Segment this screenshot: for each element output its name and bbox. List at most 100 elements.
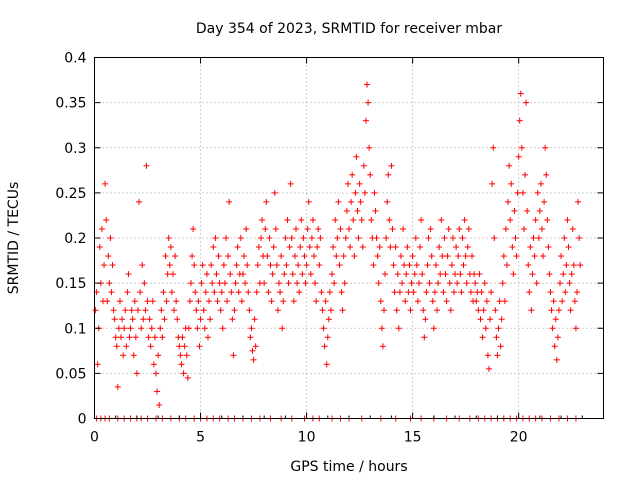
data-point xyxy=(402,298,409,305)
data-point xyxy=(509,244,516,251)
data-point xyxy=(163,298,170,305)
data-point xyxy=(241,253,248,260)
data-point xyxy=(218,289,225,296)
data-point xyxy=(541,198,548,205)
data-point xyxy=(350,216,357,223)
data-point xyxy=(448,262,455,269)
data-point xyxy=(111,316,118,323)
data-point xyxy=(285,280,292,287)
data-point xyxy=(305,198,312,205)
data-point xyxy=(424,262,431,269)
data-point xyxy=(529,271,536,278)
data-point xyxy=(446,280,453,287)
chart-title: Day 354 of 2023, SRMTID for receiver mba… xyxy=(196,21,503,37)
data-point xyxy=(331,280,338,287)
data-point xyxy=(409,253,416,260)
data-point xyxy=(413,262,420,269)
data-point xyxy=(462,253,469,260)
data-point xyxy=(399,280,406,287)
data-point xyxy=(185,325,192,332)
data-point xyxy=(567,307,574,314)
data-point xyxy=(195,298,202,305)
data-point xyxy=(153,370,160,377)
data-point xyxy=(302,280,309,287)
data-point xyxy=(333,253,340,260)
data-point xyxy=(92,307,99,314)
data-point xyxy=(387,244,394,251)
data-point xyxy=(144,298,151,305)
data-point xyxy=(406,262,413,269)
data-point xyxy=(480,307,487,314)
data-point xyxy=(277,289,284,296)
data-point xyxy=(220,262,227,269)
data-point xyxy=(158,307,165,314)
data-point xyxy=(483,298,490,305)
data-point xyxy=(171,307,178,314)
data-point xyxy=(395,325,402,332)
data-point xyxy=(456,225,463,232)
data-point xyxy=(186,298,193,305)
data-point xyxy=(299,271,306,278)
data-point xyxy=(467,289,474,296)
data-point xyxy=(401,262,408,269)
data-point xyxy=(506,162,513,169)
data-point xyxy=(494,352,501,359)
data-point xyxy=(526,289,533,296)
data-point xyxy=(199,262,206,269)
data-point xyxy=(174,316,181,323)
data-point xyxy=(421,334,428,341)
data-point xyxy=(533,280,540,287)
data-point xyxy=(445,225,452,232)
data-point xyxy=(436,244,443,251)
data-point xyxy=(366,144,373,151)
data-point xyxy=(139,262,146,269)
data-point xyxy=(430,325,437,332)
data-point xyxy=(415,280,422,287)
data-point xyxy=(224,298,231,305)
data-point xyxy=(518,144,525,151)
data-point xyxy=(515,153,522,160)
data-point xyxy=(94,361,101,368)
data-point xyxy=(487,316,494,323)
data-point xyxy=(524,207,531,214)
data-point xyxy=(348,198,355,205)
data-point xyxy=(380,307,387,314)
data-point xyxy=(261,280,268,287)
data-point xyxy=(169,271,176,278)
data-point xyxy=(290,298,297,305)
data-point xyxy=(471,271,478,278)
data-point xyxy=(530,235,537,241)
data-point xyxy=(508,180,515,187)
data-point xyxy=(547,289,554,296)
data-point xyxy=(378,325,385,332)
data-point xyxy=(225,253,232,260)
data-point xyxy=(542,144,549,151)
data-point xyxy=(264,253,271,260)
data-point xyxy=(449,235,456,241)
data-point xyxy=(300,235,307,241)
data-point xyxy=(517,90,524,97)
data-point xyxy=(488,289,495,296)
data-point xyxy=(408,280,415,287)
data-point xyxy=(160,289,167,296)
data-point xyxy=(522,171,529,178)
data-point xyxy=(458,289,465,296)
data-point xyxy=(554,334,561,341)
data-point xyxy=(550,298,557,305)
data-point xyxy=(351,253,358,260)
data-point xyxy=(105,253,112,260)
data-point xyxy=(142,307,149,314)
data-point xyxy=(296,289,303,296)
data-point xyxy=(476,271,483,278)
data-point xyxy=(96,244,103,251)
x-axis-title: GPS time / hours xyxy=(290,459,407,475)
data-point xyxy=(484,352,491,359)
data-point xyxy=(459,235,466,241)
data-point xyxy=(162,253,169,260)
data-point xyxy=(379,343,386,350)
data-point xyxy=(566,280,573,287)
data-point xyxy=(306,244,313,251)
data-point xyxy=(538,225,545,232)
data-point xyxy=(133,370,140,377)
data-point xyxy=(335,198,342,205)
